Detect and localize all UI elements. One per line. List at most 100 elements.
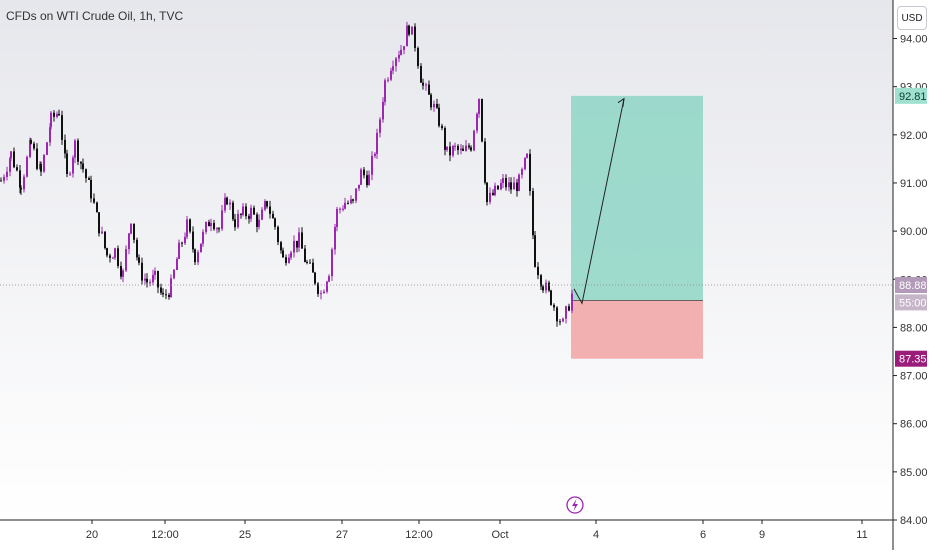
candle-body	[371, 155, 373, 175]
candle-body	[10, 151, 12, 159]
candle-body	[430, 94, 432, 108]
candle-body	[242, 206, 244, 215]
candle-body	[77, 140, 79, 162]
candle-body	[449, 146, 451, 156]
stop-zone[interactable]	[571, 300, 703, 359]
candle-body	[43, 154, 45, 172]
currency-button[interactable]: USD	[897, 6, 927, 30]
candle-body	[234, 219, 236, 228]
candle-body	[117, 248, 119, 266]
candle-body	[285, 257, 287, 264]
candle-body	[36, 148, 38, 169]
candle-body	[258, 219, 260, 227]
candle-body	[226, 197, 228, 205]
candle-body	[186, 219, 188, 237]
candle-body	[56, 113, 58, 117]
candle-body	[13, 151, 15, 168]
candle-body	[85, 169, 87, 179]
candle-body	[489, 192, 491, 203]
event-lightning-icon[interactable]	[566, 496, 584, 514]
candle-body	[194, 249, 196, 263]
candle-body	[26, 156, 28, 177]
time-tick-label: 27	[336, 529, 348, 541]
candle-body	[176, 258, 178, 270]
price-tick-label: 88.00	[900, 322, 928, 334]
candle-body	[553, 304, 555, 308]
candle-body	[200, 243, 202, 253]
candle-body	[162, 292, 164, 295]
candle-body	[446, 146, 448, 150]
candle-body	[33, 143, 35, 149]
candle-body	[314, 272, 316, 284]
price-tick-label: 90.00	[900, 226, 928, 238]
candle-body	[72, 157, 74, 174]
candle-body	[64, 139, 66, 154]
candle-body	[210, 222, 212, 227]
candle-body	[256, 214, 258, 227]
candle-body	[358, 184, 360, 189]
candle-body	[229, 202, 231, 205]
price-axis[interactable]: 94.0093.0092.0091.0090.0089.0088.0087.00…	[892, 0, 928, 550]
candle-body	[168, 294, 170, 298]
candle-body	[526, 153, 528, 158]
candle-body	[406, 25, 408, 47]
candle-body	[189, 219, 191, 232]
candle-body	[288, 257, 290, 264]
candle-body	[261, 209, 263, 220]
candle-body	[152, 275, 154, 283]
candle-body	[323, 291, 325, 294]
candle-body	[20, 187, 22, 190]
candle-body	[93, 198, 95, 203]
candle-body	[417, 47, 419, 67]
candle-body	[326, 281, 328, 292]
candle-body	[293, 240, 295, 253]
candle-body	[53, 112, 55, 117]
candle-body	[540, 275, 542, 287]
candle-body	[473, 130, 475, 151]
candle-body	[184, 236, 186, 244]
candle-body	[112, 257, 114, 259]
candle-body	[154, 271, 156, 276]
time-axis[interactable]: 20 12:00 25 27 12:00 Oct 4 6 9 11	[0, 519, 893, 541]
candle-body	[565, 306, 567, 319]
candle-body	[500, 183, 502, 190]
candle-body	[240, 213, 242, 215]
candle-body	[136, 239, 138, 258]
candle-body	[266, 201, 268, 207]
candle-body	[144, 278, 146, 281]
candle-body	[272, 213, 274, 219]
candle-body	[355, 188, 357, 201]
candle-body	[141, 262, 143, 281]
target-zone[interactable]	[571, 95, 703, 301]
candle-body	[245, 206, 247, 217]
candle-body	[460, 148, 462, 151]
candle-body	[411, 26, 413, 35]
candle-body	[114, 248, 116, 258]
candle-body	[537, 266, 539, 276]
candle-body	[192, 231, 194, 250]
candle-body	[392, 66, 394, 71]
price-tick-label: 92.00	[900, 130, 928, 142]
candle-body	[513, 182, 515, 190]
projection-arrow[interactable]	[573, 98, 625, 305]
candle-body	[390, 70, 392, 80]
candle-body	[336, 208, 338, 227]
candle-body	[312, 262, 314, 273]
candle-body	[545, 282, 547, 291]
candle-body	[382, 101, 384, 120]
candle-body	[334, 226, 336, 250]
candle-body	[309, 262, 311, 264]
time-tick-label: 9	[759, 529, 765, 541]
candle-body	[298, 232, 300, 248]
candle-body	[433, 103, 435, 108]
candle-body	[363, 169, 365, 176]
price-tick-label: 86.00	[900, 419, 928, 431]
candle-body	[510, 182, 512, 190]
candle-body	[571, 293, 573, 311]
bar-countdown-label: 55:00	[899, 297, 927, 309]
candle-body	[29, 140, 31, 157]
target-price-label: 92.81	[899, 91, 927, 103]
candle-body	[6, 171, 8, 177]
